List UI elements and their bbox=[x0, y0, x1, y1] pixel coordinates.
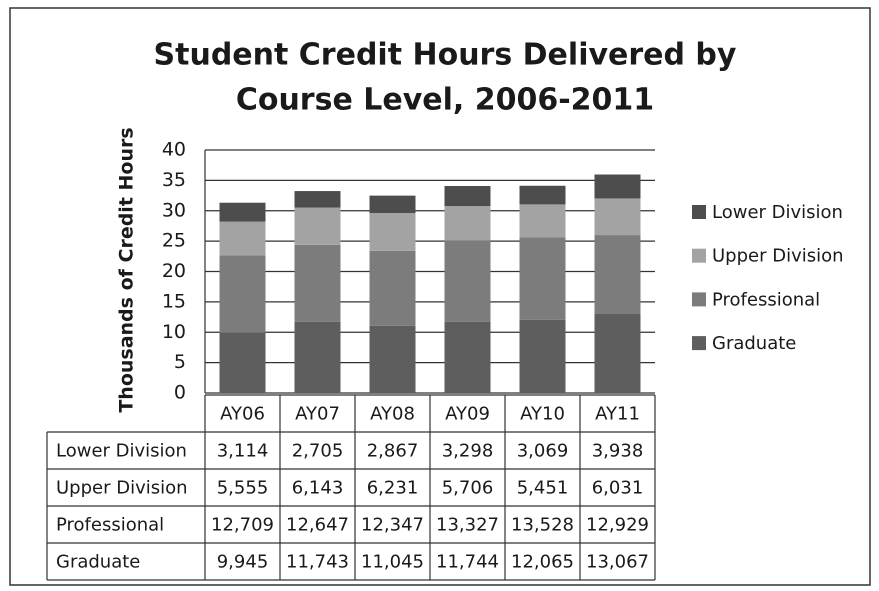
y-tick-label: 5 bbox=[174, 351, 186, 373]
table-cell: 3,069 bbox=[517, 441, 569, 462]
bar-segment bbox=[594, 313, 641, 393]
chart-title: Student Credit Hours Delivered by bbox=[154, 38, 737, 73]
y-tick-label: 40 bbox=[162, 139, 186, 161]
legend-swatch bbox=[692, 248, 706, 263]
row-label: Upper Division bbox=[56, 478, 188, 499]
bar-segment bbox=[444, 206, 491, 241]
table-cell: 3,298 bbox=[442, 441, 494, 462]
x-tick-label: AY11 bbox=[595, 404, 640, 425]
y-tick-label: 25 bbox=[162, 230, 186, 252]
table-cell: 13,327 bbox=[436, 515, 499, 536]
table-cell: 6,031 bbox=[592, 478, 644, 499]
bar-segment bbox=[519, 204, 566, 238]
bar-segment bbox=[294, 207, 341, 245]
table-cell: 9,945 bbox=[217, 552, 269, 573]
table-cell: 12,929 bbox=[586, 515, 649, 536]
bar-segment bbox=[369, 250, 416, 326]
bar-segment bbox=[369, 213, 416, 251]
table-cell: 3,938 bbox=[592, 441, 644, 462]
row-label: Professional bbox=[56, 515, 164, 536]
legend-label: Professional bbox=[712, 289, 820, 310]
bar-segment bbox=[219, 221, 266, 256]
table-cell: 12,065 bbox=[511, 552, 574, 573]
table-cell: 11,045 bbox=[361, 552, 424, 573]
row-label: Lower Division bbox=[56, 441, 187, 462]
x-tick-label: AY07 bbox=[295, 404, 340, 425]
table-cell: 13,067 bbox=[586, 552, 649, 573]
table-cell: 12,647 bbox=[286, 515, 349, 536]
y-tick-label: 35 bbox=[162, 169, 186, 191]
table-cell: 12,347 bbox=[361, 515, 424, 536]
bar-segment bbox=[444, 185, 491, 207]
table-cell: 6,143 bbox=[292, 478, 344, 499]
x-tick-label: AY06 bbox=[220, 404, 265, 425]
x-tick-label: AY09 bbox=[445, 404, 490, 425]
table-cell: 3,114 bbox=[217, 441, 269, 462]
table-cell: 12,709 bbox=[211, 515, 274, 536]
legend-label: Graduate bbox=[712, 333, 796, 354]
table-cell: 11,743 bbox=[286, 552, 349, 573]
bar-segment bbox=[594, 235, 641, 314]
table-cell: 2,867 bbox=[367, 441, 419, 462]
table-cell: 11,744 bbox=[436, 552, 499, 573]
bar-segment bbox=[444, 240, 491, 322]
legend-label: Lower Division bbox=[712, 202, 843, 223]
y-axis-label: Thousands of Credit Hours bbox=[116, 127, 138, 412]
x-tick-label: AY10 bbox=[520, 404, 565, 425]
bar-segment bbox=[594, 174, 641, 199]
bar-segment bbox=[219, 202, 266, 222]
bar-segment bbox=[219, 255, 266, 333]
table-cell: 5,451 bbox=[517, 478, 569, 499]
bar-segment bbox=[294, 321, 341, 393]
legend-swatch bbox=[692, 205, 706, 219]
table-cell: 5,706 bbox=[442, 478, 494, 499]
bar-segment bbox=[519, 319, 566, 393]
legend-swatch bbox=[692, 336, 706, 351]
y-tick-label: 20 bbox=[162, 260, 186, 282]
bar-segment bbox=[294, 244, 341, 322]
bar-segment bbox=[369, 195, 416, 214]
table-cell: 5,555 bbox=[217, 478, 269, 499]
frame bbox=[9, 7, 871, 586]
bar-segment bbox=[519, 185, 566, 205]
x-tick-label: AY08 bbox=[370, 404, 415, 425]
table-cell: 13,528 bbox=[511, 515, 574, 536]
bar-segment bbox=[444, 321, 491, 393]
legend-label: Upper Division bbox=[712, 246, 844, 267]
y-tick-label: 30 bbox=[162, 199, 186, 221]
bar-segment bbox=[519, 237, 566, 320]
bar-segment bbox=[594, 198, 641, 236]
bar-segment bbox=[219, 332, 266, 393]
y-tick-label: 10 bbox=[162, 321, 186, 343]
chart-title: Course Level, 2006-2011 bbox=[236, 83, 654, 118]
table-cell: 2,705 bbox=[292, 441, 344, 462]
y-tick-label: 15 bbox=[162, 290, 186, 312]
row-label: Graduate bbox=[56, 552, 140, 573]
table-cell: 6,231 bbox=[367, 478, 419, 499]
bar-segment bbox=[294, 191, 341, 208]
y-tick-label: 0 bbox=[174, 382, 186, 404]
bar-segment bbox=[369, 325, 416, 393]
legend-swatch bbox=[692, 292, 706, 307]
